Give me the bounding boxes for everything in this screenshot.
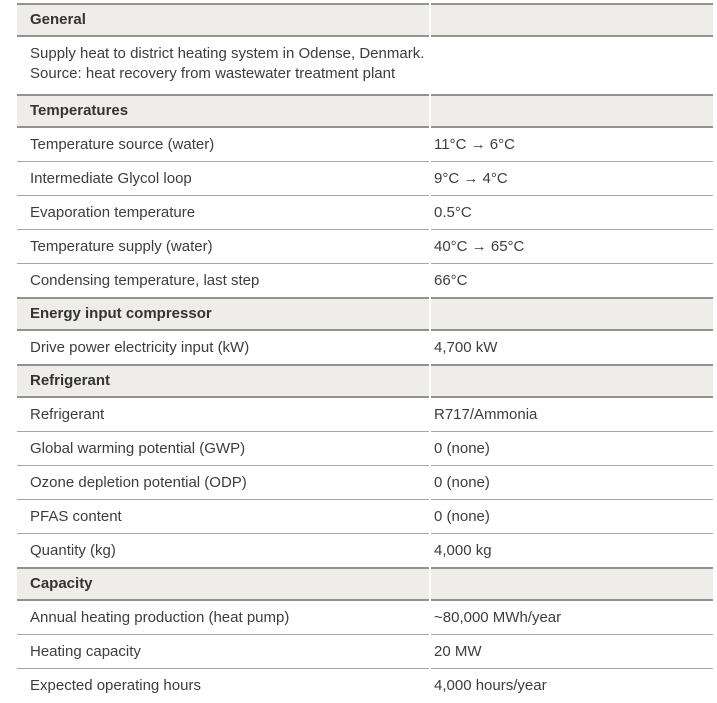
row-value: 0.5°C xyxy=(431,195,713,229)
section-header-spacer xyxy=(431,364,713,398)
table-row: Refrigerant R717/Ammonia xyxy=(17,398,713,431)
section-header: Capacity xyxy=(17,567,713,601)
row-value: 20 MW xyxy=(431,634,713,668)
table-row: Drive power electricity input (kW) 4,700… xyxy=(17,331,713,364)
row-label: Condensing temperature, last step xyxy=(17,263,429,297)
row-value: 4,000 kg xyxy=(431,533,713,567)
section-header: Temperatures xyxy=(17,94,713,128)
row-value: R717/Ammonia xyxy=(434,406,538,423)
section-general: General Supply heat to district heating … xyxy=(17,3,713,94)
section-title: Refrigerant xyxy=(17,364,429,398)
section-header-spacer xyxy=(431,3,713,37)
row-value: 66°C xyxy=(431,263,713,297)
row-label: Evaporation temperature xyxy=(17,195,429,229)
row-value: 0 (none) xyxy=(431,431,713,465)
row-label: PFAS content xyxy=(17,499,429,533)
description-row: Supply heat to district heating system i… xyxy=(17,37,713,94)
row-label: Drive power electricity input (kW) xyxy=(30,339,250,356)
section-title: Capacity xyxy=(17,567,429,601)
table-row: PFAS content 0 (none) xyxy=(17,499,713,533)
section-header: Energy input compressor xyxy=(17,297,713,331)
table-row: Evaporation temperature 0.5°C xyxy=(17,195,713,229)
row-value: 0 (none) xyxy=(431,465,713,499)
table-row: Heating capacity 20 MW xyxy=(17,634,713,668)
row-value: 11°C → 6°C xyxy=(434,136,515,153)
table-row: Condensing temperature, last step 66°C xyxy=(17,263,713,297)
section-header-spacer xyxy=(431,567,713,601)
table-row: Intermediate Glycol loop 9°C → 4°C xyxy=(17,161,713,195)
section-energy-input-compressor: Energy input compressor Drive power elec… xyxy=(17,297,713,364)
table-row: Temperature supply (water) 40°C → 65°C xyxy=(17,229,713,263)
row-label: Refrigerant xyxy=(30,406,105,423)
row-label: Ozone depletion potential (ODP) xyxy=(17,465,429,499)
row-label: Global warming potential (GWP) xyxy=(17,431,429,465)
section-title: Energy input compressor xyxy=(17,297,429,331)
row-label: Intermediate Glycol loop xyxy=(17,161,429,195)
section-header: General xyxy=(17,3,713,37)
section-header: Refrigerant xyxy=(17,364,713,398)
row-value: 4,000 hours/year xyxy=(431,668,713,702)
row-value: ~80,000 MWh/year xyxy=(434,609,562,626)
description-spacer xyxy=(431,37,713,94)
table-row: Temperature source (water) 11°C → 6°C xyxy=(17,128,713,161)
description-line: Supply heat to district heating system i… xyxy=(30,45,425,62)
row-value: 9°C → 4°C xyxy=(431,161,713,195)
section-header-spacer xyxy=(431,297,713,331)
row-label: Quantity (kg) xyxy=(17,533,429,567)
description-text: Supply heat to district heating system i… xyxy=(17,37,429,94)
row-value: 0 (none) xyxy=(431,499,713,533)
row-label: Temperature supply (water) xyxy=(17,229,429,263)
table-row: Global warming potential (GWP) 0 (none) xyxy=(17,431,713,465)
row-label: Temperature source (water) xyxy=(30,136,215,153)
table-row: Annual heating production (heat pump) ~8… xyxy=(17,601,713,634)
description-line: Source: heat recovery from wastewater tr… xyxy=(30,65,396,82)
section-title: Temperatures xyxy=(17,94,429,128)
table-row: Ozone depletion potential (ODP) 0 (none) xyxy=(17,465,713,499)
section-refrigerant: Refrigerant Refrigerant R717/Ammonia Glo… xyxy=(17,364,713,567)
row-value: 40°C → 65°C xyxy=(431,229,713,263)
spec-sheet: General Supply heat to district heating … xyxy=(17,3,713,702)
row-label: Heating capacity xyxy=(17,634,429,668)
section-capacity: Capacity Annual heating production (heat… xyxy=(17,567,713,702)
row-label: Expected operating hours xyxy=(17,668,429,702)
row-value: 4,700 kW xyxy=(434,339,498,356)
row-label: Annual heating production (heat pump) xyxy=(30,609,290,626)
table-row: Quantity (kg) 4,000 kg xyxy=(17,533,713,567)
section-title: General xyxy=(17,3,429,37)
table-row: Expected operating hours 4,000 hours/yea… xyxy=(17,668,713,702)
section-temperatures: Temperatures Temperature source (water) … xyxy=(17,94,713,297)
section-header-spacer xyxy=(431,94,713,128)
